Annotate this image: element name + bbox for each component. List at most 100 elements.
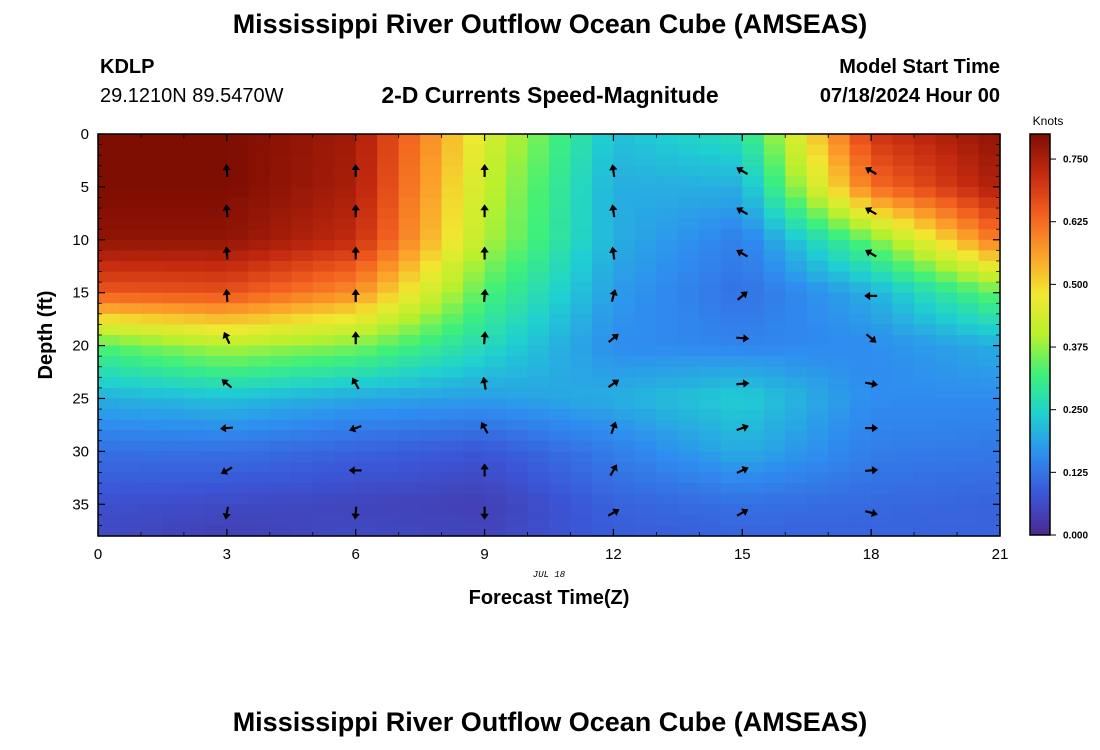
current-arrow: [609, 164, 618, 178]
heatmap-cell: [677, 440, 700, 452]
heatmap-cell: [742, 525, 765, 537]
current-arrow: [480, 331, 489, 345]
heatmap-cell: [98, 419, 121, 431]
heatmap-cell: [441, 525, 464, 537]
heatmap-cell: [398, 134, 421, 146]
heatmap-cell: [398, 239, 421, 251]
heatmap-cell: [720, 430, 743, 442]
heatmap-cell: [914, 324, 937, 336]
heatmap-cell: [463, 483, 486, 495]
heatmap-cell: [334, 313, 357, 326]
heatmap-cell: [742, 345, 765, 357]
heatmap-cell: [742, 451, 765, 463]
heatmap-cell: [957, 409, 980, 421]
heatmap-cell: [613, 335, 636, 347]
heatmap-cell: [334, 472, 357, 484]
heatmap-cell: [806, 313, 829, 326]
y-tick-label: 10: [72, 232, 89, 249]
heatmap-cell: [806, 186, 829, 199]
heatmap-cell: [162, 493, 185, 505]
heatmap-cell: [677, 218, 700, 230]
heatmap-cell: [377, 398, 400, 410]
heatmap-cell: [785, 208, 808, 220]
heatmap-cell: [248, 493, 271, 505]
heatmap-cell: [98, 197, 121, 209]
heatmap-cell: [248, 218, 271, 230]
heatmap-cell: [935, 335, 958, 347]
heatmap-cell: [506, 229, 529, 241]
heatmap-cell: [291, 493, 314, 505]
heatmap-cell: [226, 250, 249, 262]
heatmap-cell: [377, 419, 400, 431]
heatmap-cell: [892, 461, 915, 474]
heatmap-cell: [613, 144, 636, 156]
heatmap-cell: [420, 335, 443, 347]
heatmap-cell: [828, 165, 851, 177]
current-arrow: [736, 423, 749, 432]
heatmap-cell: [591, 218, 615, 230]
current-arrow: [349, 424, 362, 433]
heatmap-cell: [570, 387, 593, 400]
heatmap-cell: [377, 303, 400, 315]
heatmap-cell: [570, 176, 593, 188]
heatmap-cell: [570, 271, 593, 283]
heatmap-cell: [656, 525, 679, 537]
heatmap-cell: [398, 218, 421, 230]
heatmap-cell: [677, 504, 700, 516]
heatmap-cell: [398, 155, 421, 167]
heatmap-cell: [549, 218, 572, 230]
heatmap-cell: [634, 303, 657, 315]
heatmap-cell: [742, 483, 765, 495]
heatmap-cell: [140, 292, 164, 304]
heatmap-cell: [785, 419, 808, 431]
heatmap-cell: [527, 461, 550, 474]
heatmap-cell: [140, 409, 164, 421]
heatmap-cell: [420, 324, 443, 336]
heatmap-cell: [398, 292, 421, 304]
heatmap-cell: [957, 366, 980, 378]
heatmap-cell: [892, 186, 915, 199]
heatmap-cell: [484, 176, 507, 188]
heatmap-cell: [463, 356, 486, 368]
y-tick-label: 0: [81, 126, 89, 143]
heatmap-cell: [914, 229, 937, 241]
heatmap-cell: [828, 335, 851, 347]
heatmap-cell: [334, 366, 357, 378]
heatmap-cell: [162, 155, 185, 167]
heatmap-cell: [506, 292, 529, 304]
heatmap-cell: [183, 461, 206, 474]
heatmap-cell: [226, 324, 249, 336]
heatmap-cell: [914, 176, 937, 188]
heatmap-cell: [871, 461, 894, 474]
current-arrow: [351, 288, 360, 302]
heatmap-cell: [935, 292, 958, 304]
heatmap-cell: [248, 483, 271, 495]
heatmap-cell: [613, 134, 636, 146]
current-arrow: [865, 166, 877, 175]
heatmap-cell: [570, 250, 593, 262]
heatmap-cell: [463, 155, 486, 167]
heatmap-cell: [269, 292, 292, 304]
heatmap-cell: [677, 483, 700, 495]
heatmap-cell: [506, 356, 529, 368]
heatmap-cell: [398, 176, 421, 188]
heatmap-cell: [892, 377, 915, 389]
heatmap-cell: [549, 282, 572, 294]
x-tick-label: 15: [734, 546, 751, 563]
heatmap-cell: [441, 186, 464, 199]
station-id: KDLP: [100, 56, 155, 78]
heatmap-cell: [355, 186, 378, 199]
heatmap-cell: [527, 208, 550, 220]
heatmap-cell: [634, 387, 657, 400]
heatmap-cell: [140, 260, 164, 273]
heatmap-cell: [871, 451, 894, 463]
heatmap-cell: [506, 303, 529, 315]
heatmap-cell: [806, 483, 829, 495]
heatmap-cell: [291, 324, 314, 336]
heatmap-cell: [656, 165, 679, 177]
heatmap-cell: [334, 387, 357, 400]
heatmap-cell: [334, 229, 357, 241]
heatmap-cell: [871, 186, 894, 199]
heatmap-cell: [570, 356, 593, 368]
heatmap-cell: [742, 440, 765, 452]
